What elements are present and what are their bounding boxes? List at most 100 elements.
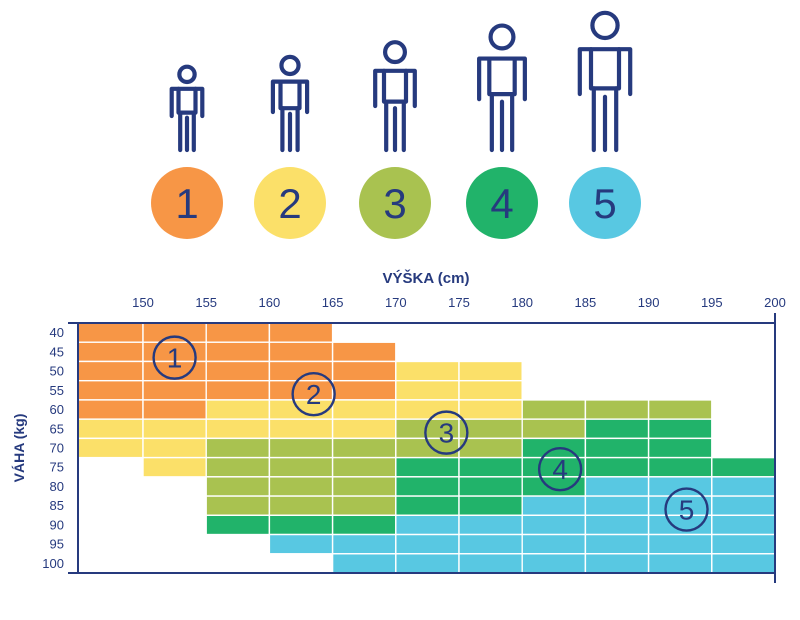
grid-cell xyxy=(458,553,523,574)
grid-cell xyxy=(458,533,523,555)
size-badge-1: 1 xyxy=(151,167,223,239)
x-tick-label: 180 xyxy=(511,295,533,310)
grid-cell xyxy=(205,437,271,459)
grid-cell xyxy=(458,418,523,440)
grid-cell xyxy=(584,437,650,459)
grid-cell xyxy=(205,322,271,343)
x-tick-label: 185 xyxy=(575,295,597,310)
zone-label-text: 4 xyxy=(552,454,568,485)
grid-cell xyxy=(142,379,207,401)
y-axis-title: VÁHA (kg) xyxy=(11,414,27,483)
person-icon-2 xyxy=(270,54,310,153)
grid-cell xyxy=(458,437,523,459)
grid-cell xyxy=(711,476,776,497)
grid-cell xyxy=(77,379,144,401)
person-icon-3 xyxy=(373,40,417,153)
grid-cell xyxy=(142,322,207,343)
grid-cell xyxy=(205,360,271,382)
grid-cell xyxy=(331,533,397,555)
zone-label-2: 2 xyxy=(291,371,336,417)
size-badge-label: 1 xyxy=(175,180,198,227)
grid-cell xyxy=(647,399,713,420)
grid-cell xyxy=(77,418,144,440)
size-badge-label: 2 xyxy=(278,180,301,227)
grid-cell xyxy=(521,553,587,574)
x-tick-label: 190 xyxy=(638,295,660,310)
x-tick-label: 195 xyxy=(701,295,723,310)
grid-cell xyxy=(395,399,460,420)
grid-cell xyxy=(647,437,713,459)
grid-cell xyxy=(142,399,207,420)
zone-label-5: 5 xyxy=(664,487,709,532)
grid-cell xyxy=(584,418,650,440)
grid-cell xyxy=(395,476,460,497)
grid-cell xyxy=(711,456,776,478)
grid-cell xyxy=(647,418,713,440)
grid-cell xyxy=(395,379,460,401)
x-tick-label: 170 xyxy=(385,295,407,310)
x-tick-label: 150 xyxy=(132,295,154,310)
y-tick-label: 100 xyxy=(42,556,64,571)
person-icon-4 xyxy=(477,23,527,153)
y-tick-label: 70 xyxy=(50,441,64,456)
grid-cell xyxy=(458,379,523,401)
grid-cell xyxy=(395,533,460,555)
size-figures-row: 1 2 3 4 5 xyxy=(151,10,641,239)
grid-cell xyxy=(395,456,460,478)
grid-cell xyxy=(205,514,271,536)
y-tick-label: 80 xyxy=(50,479,64,494)
grid-cell xyxy=(584,476,650,497)
person-icon-5 xyxy=(577,10,633,153)
size-badge-5: 5 xyxy=(569,167,641,239)
zone-label-text: 5 xyxy=(679,495,695,526)
person-icon-1 xyxy=(169,64,205,153)
size-badge-label: 3 xyxy=(383,180,406,227)
x-tick-label: 155 xyxy=(195,295,217,310)
grid-cell xyxy=(711,533,776,555)
size-badge-label: 5 xyxy=(593,180,616,227)
grid-cell xyxy=(268,476,334,497)
x-tick-label: 160 xyxy=(259,295,281,310)
grid-cell xyxy=(584,495,650,517)
y-tick-label: 95 xyxy=(50,537,64,552)
zone-label-text: 3 xyxy=(439,418,455,449)
zone-label-1: 1 xyxy=(152,335,197,380)
grid-cell xyxy=(584,399,650,420)
grid-cell xyxy=(77,360,144,382)
grid-cell xyxy=(331,399,397,420)
grid-cell xyxy=(268,456,334,478)
size-badge-label: 4 xyxy=(490,180,513,227)
x-tick-label: 175 xyxy=(448,295,470,310)
grid-cell xyxy=(711,514,776,536)
grid-cell xyxy=(331,514,397,536)
y-tick-label: 55 xyxy=(50,383,64,398)
zone-label-3: 3 xyxy=(424,410,469,455)
grid-cell xyxy=(331,418,397,440)
grid-cell xyxy=(647,456,713,478)
grid-cell xyxy=(268,379,334,401)
grid-cell xyxy=(331,495,397,517)
grid-cell xyxy=(584,456,650,478)
grid-cell xyxy=(142,456,207,478)
grid-cell xyxy=(268,533,334,555)
y-tick-label: 85 xyxy=(50,498,64,513)
grid-cell xyxy=(205,456,271,478)
grid-cell xyxy=(205,495,271,517)
y-tick-label: 75 xyxy=(50,460,64,475)
y-tick-label: 50 xyxy=(50,364,64,379)
grid-cell xyxy=(458,514,523,536)
grid-cell xyxy=(331,360,397,382)
grid-cell xyxy=(584,553,650,574)
x-axis-title: VÝŠKA (cm) xyxy=(383,269,470,287)
grid-cell xyxy=(458,476,523,497)
grid-cell xyxy=(205,341,271,363)
grid-cell xyxy=(205,418,271,440)
x-tick-label: 200 xyxy=(764,295,786,310)
size-badge-4: 4 xyxy=(466,167,538,239)
x-tick-label: 165 xyxy=(322,295,344,310)
size-grid-chart: 150 155 160 165 170 175 180 185 190 195 2004045505… xyxy=(11,269,786,583)
grid-cell xyxy=(268,495,334,517)
grid-cell xyxy=(268,418,334,440)
grid-cell xyxy=(521,514,587,536)
